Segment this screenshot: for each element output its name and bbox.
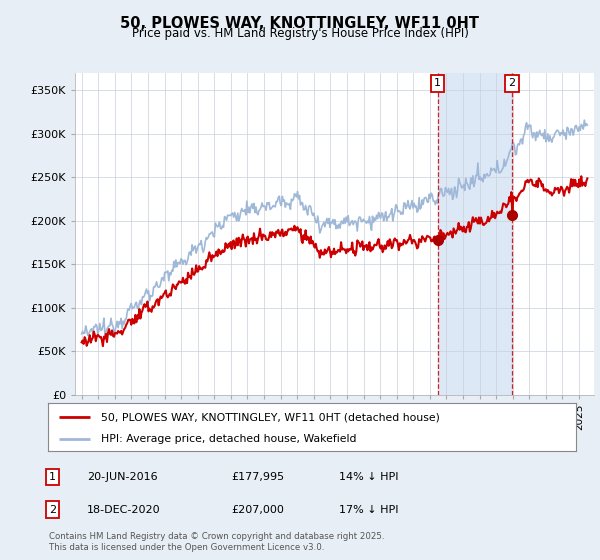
Text: 50, PLOWES WAY, KNOTTINGLEY, WF11 0HT: 50, PLOWES WAY, KNOTTINGLEY, WF11 0HT bbox=[121, 16, 479, 31]
Text: 2: 2 bbox=[49, 505, 56, 515]
Text: Contains HM Land Registry data © Crown copyright and database right 2025.
This d: Contains HM Land Registry data © Crown c… bbox=[49, 532, 385, 552]
Text: 2: 2 bbox=[509, 78, 515, 88]
Bar bbox=[437, 73, 512, 395]
Text: 20-JUN-2016: 20-JUN-2016 bbox=[87, 472, 158, 482]
Text: £177,995: £177,995 bbox=[231, 472, 284, 482]
Text: 14% ↓ HPI: 14% ↓ HPI bbox=[339, 472, 398, 482]
Text: 1: 1 bbox=[434, 78, 441, 88]
Text: £207,000: £207,000 bbox=[231, 505, 284, 515]
Text: Price paid vs. HM Land Registry's House Price Index (HPI): Price paid vs. HM Land Registry's House … bbox=[131, 27, 469, 40]
Text: 17% ↓ HPI: 17% ↓ HPI bbox=[339, 505, 398, 515]
Text: 1: 1 bbox=[49, 472, 56, 482]
Text: 50, PLOWES WAY, KNOTTINGLEY, WF11 0HT (detached house): 50, PLOWES WAY, KNOTTINGLEY, WF11 0HT (d… bbox=[101, 413, 440, 422]
Text: HPI: Average price, detached house, Wakefield: HPI: Average price, detached house, Wake… bbox=[101, 434, 356, 444]
Text: 18-DEC-2020: 18-DEC-2020 bbox=[87, 505, 161, 515]
